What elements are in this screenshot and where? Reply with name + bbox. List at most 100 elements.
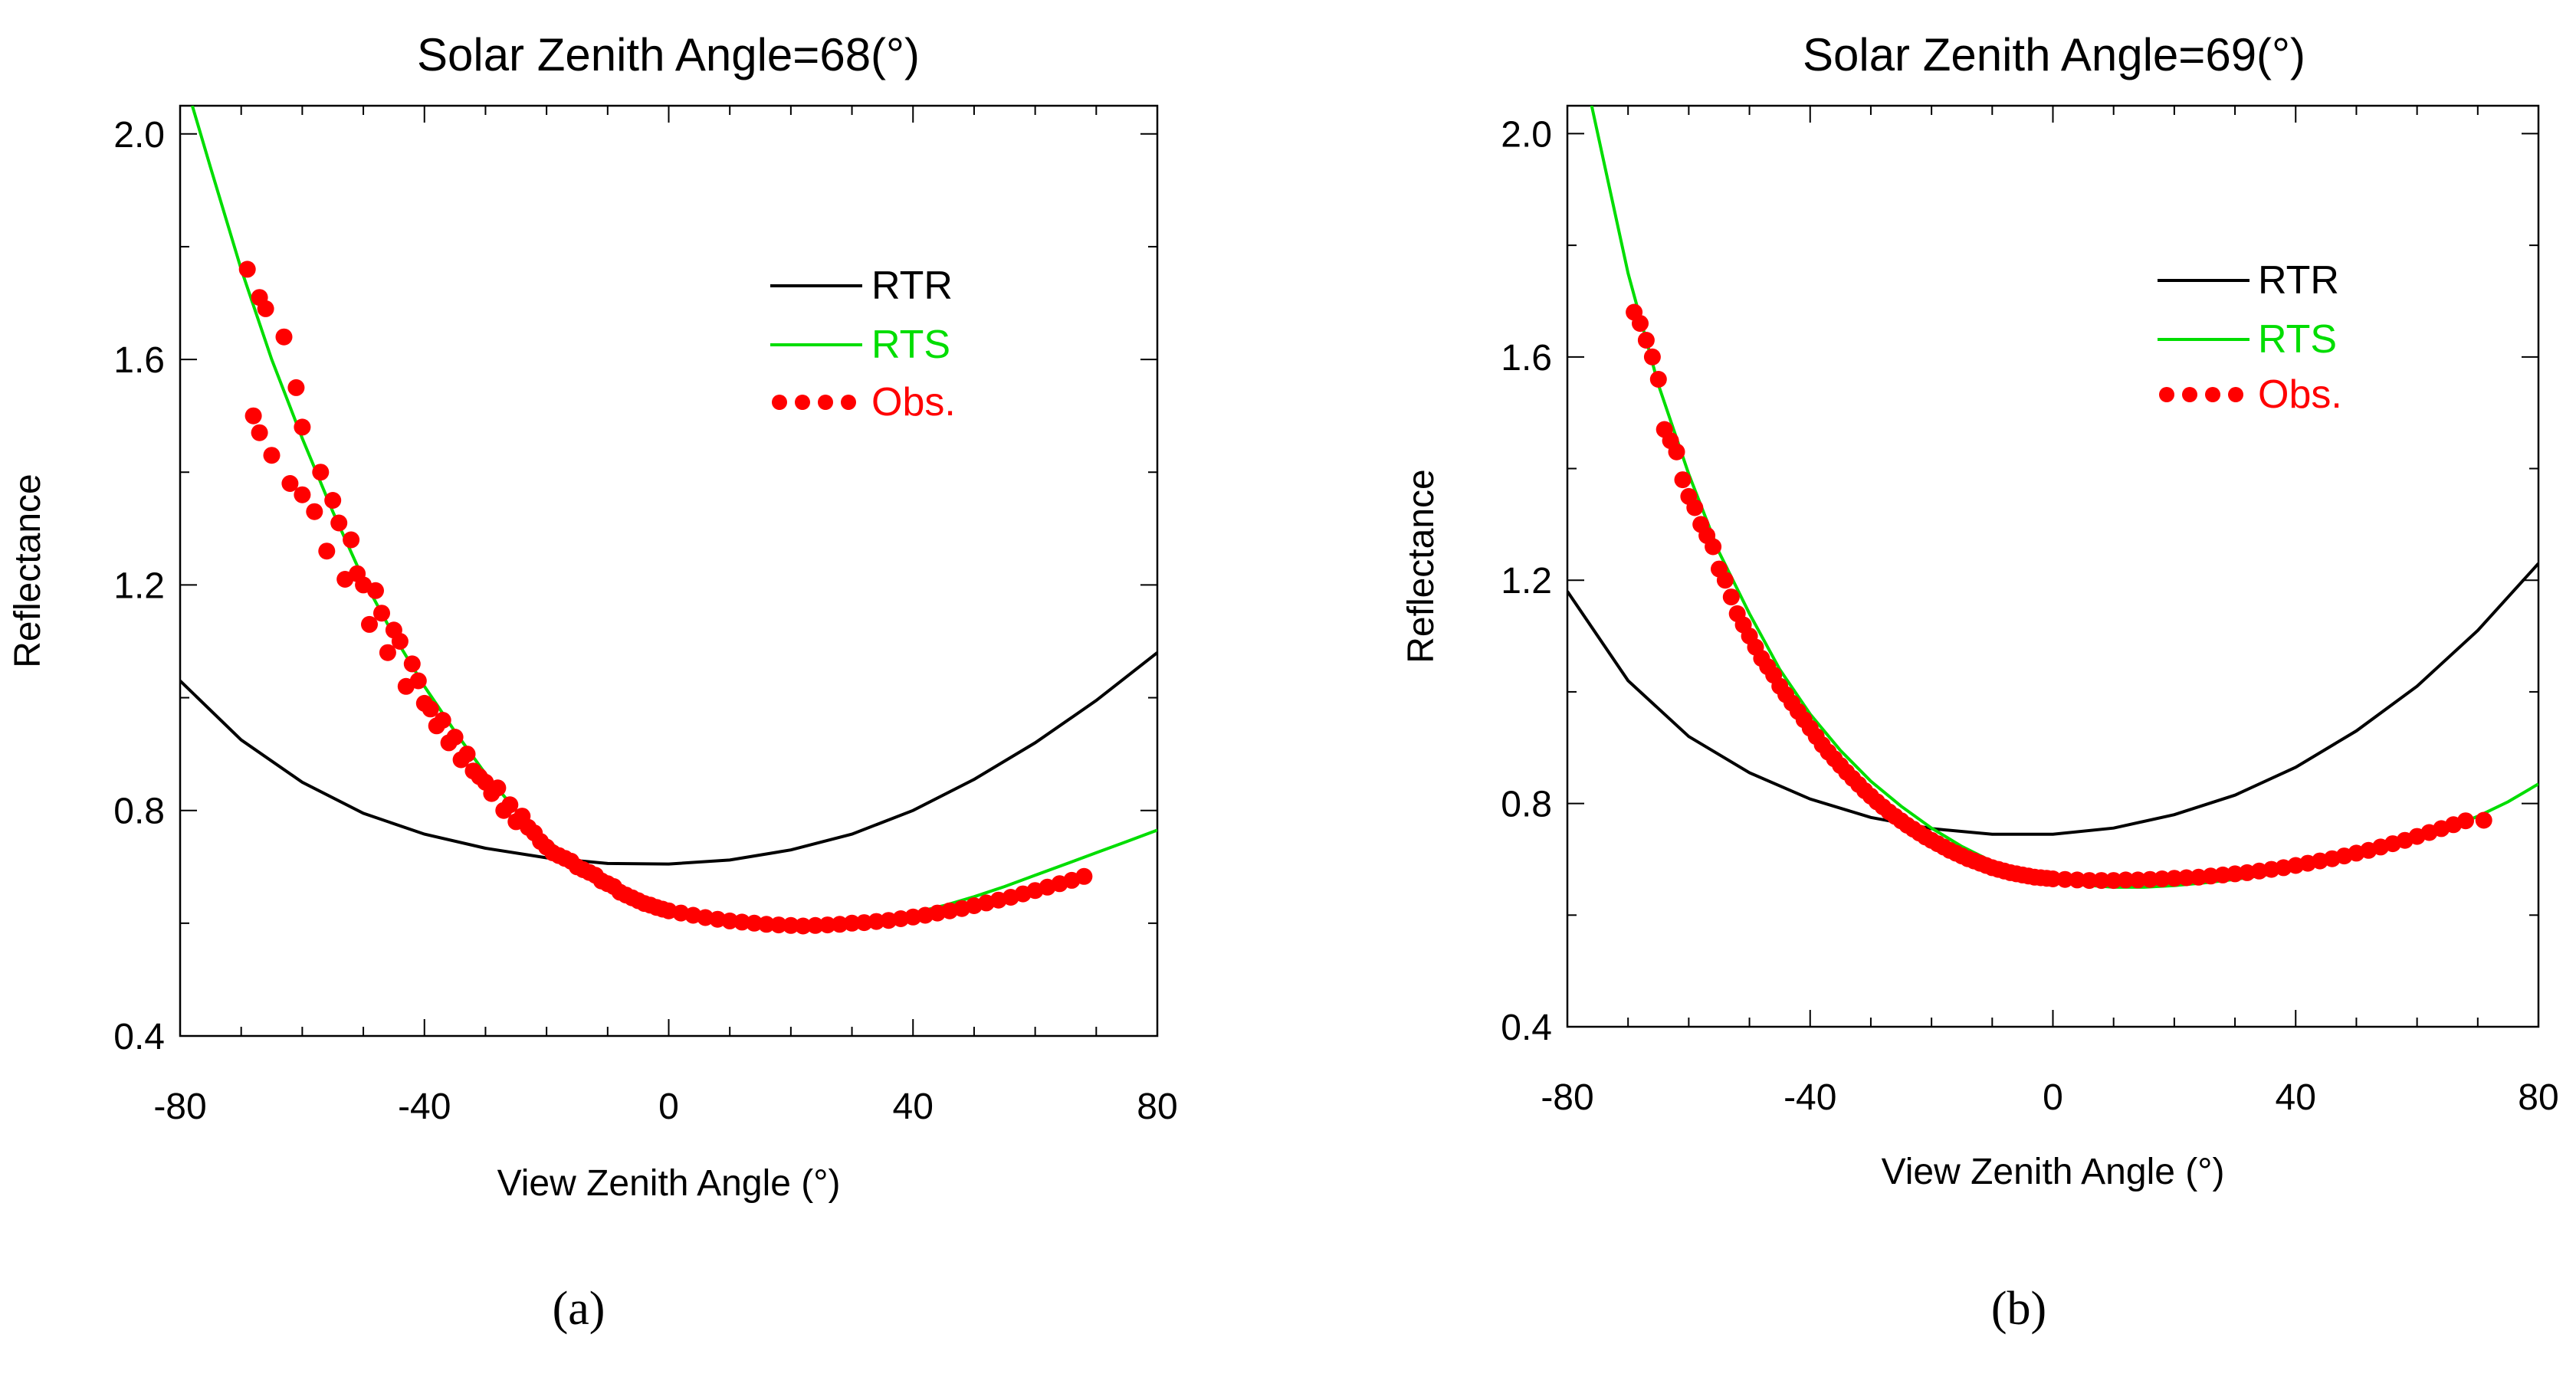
- obs-point: [287, 379, 305, 396]
- obs-point: [422, 700, 439, 718]
- panel-caption: (b): [1991, 1283, 2046, 1335]
- legend-swatch-dot: [841, 395, 856, 410]
- obs-point: [2044, 870, 2062, 887]
- obs-point: [2154, 870, 2171, 887]
- legend-swatch-dot: [818, 395, 833, 410]
- legend: RTR RTS Obs.: [2158, 258, 2342, 417]
- obs-point: [770, 916, 787, 934]
- obs-point: [1668, 443, 1685, 461]
- y-tick-label: 0.8: [113, 792, 165, 832]
- chart-title: Solar Zenith Angle=69(°): [1803, 29, 2305, 80]
- obs-point: [403, 655, 421, 673]
- obs-point: [275, 328, 293, 346]
- x-axis-title: View Zenith Angle (°): [1882, 1152, 2225, 1192]
- obs-point: [343, 531, 360, 549]
- y-tick-label: 0.8: [1501, 785, 1552, 825]
- legend-swatch-dot: [2182, 387, 2197, 402]
- y-tick-label: 0.4: [113, 1017, 165, 1057]
- y-tick-label: 1.2: [1501, 561, 1552, 601]
- obs-point: [330, 514, 348, 532]
- obs-point: [733, 913, 751, 931]
- obs-point: [2165, 870, 2183, 887]
- obs-point: [721, 912, 739, 929]
- x-tick-label: -80: [153, 1087, 206, 1127]
- x-tick-label: -40: [398, 1087, 451, 1127]
- obs-point: [312, 464, 330, 481]
- obs-point: [843, 914, 861, 932]
- legend: RTR RTS Obs.: [770, 264, 956, 424]
- y-tick-label: 1.6: [1501, 338, 1552, 379]
- obs-point: [361, 615, 378, 633]
- obs-point: [306, 503, 323, 520]
- obs-point: [868, 913, 885, 930]
- obs-point: [1722, 588, 1740, 606]
- obs-point: [324, 492, 342, 509]
- legend-swatch-dot: [2159, 387, 2174, 402]
- obs-point: [1637, 332, 1655, 349]
- obs-point: [1674, 471, 1692, 489]
- y-tick-label: 1.2: [113, 565, 165, 606]
- chart-panel-b: Solar Zenith Angle=69(°) -80 -40 0 40 80 0.4 0.…: [1401, 29, 2559, 1335]
- obs-point: [2202, 867, 2220, 885]
- x-tick-label: -40: [1784, 1077, 1836, 1118]
- obs-point: [746, 914, 763, 932]
- obs-point: [2190, 868, 2207, 886]
- obs-point: [697, 909, 714, 926]
- chart-title: Solar Zenith Angle=68(°): [417, 29, 920, 80]
- obs-point: [501, 796, 519, 814]
- obs-point: [373, 605, 390, 622]
- obs-point: [2117, 871, 2135, 889]
- obs-point: [1705, 538, 1722, 556]
- obs-point: [257, 300, 274, 317]
- plot-area: [180, 106, 1157, 935]
- obs-point: [831, 916, 848, 933]
- y-tick-label: 0.4: [1501, 1008, 1552, 1048]
- obs-point: [294, 418, 311, 436]
- y-tick-label: 1.6: [113, 340, 165, 381]
- legend-label: Obs.: [2258, 372, 2342, 417]
- obs-point: [1075, 867, 1093, 885]
- obs-point: [782, 916, 799, 934]
- obs-point: [244, 407, 262, 424]
- obs-point: [794, 917, 812, 935]
- obs-point: [758, 916, 775, 933]
- x-tick-label: 80: [2518, 1077, 2558, 1118]
- x-axis-title: View Zenith Angle (°): [497, 1163, 841, 1204]
- obs-point: [2069, 871, 2086, 889]
- panel-caption: (a): [553, 1283, 605, 1335]
- x-tick-label: -80: [1541, 1077, 1593, 1118]
- obs-point: [2177, 869, 2195, 887]
- obs-point: [1643, 348, 1661, 365]
- obs-point: [489, 779, 507, 797]
- legend-swatch-dot: [2205, 387, 2220, 402]
- obs-point: [1632, 315, 1649, 333]
- x-tick-label: 0: [2043, 1077, 2063, 1118]
- legend-label: RTR: [2258, 258, 2339, 303]
- plot-area: [1567, 106, 2538, 890]
- obs-point: [294, 486, 311, 503]
- obs-point: [379, 644, 396, 661]
- legend-swatch-dot: [795, 395, 810, 410]
- obs-point: [2129, 871, 2147, 889]
- legend-swatch-dot: [2228, 387, 2243, 402]
- obs-point: [1716, 572, 1734, 589]
- series-line-rtr: [180, 651, 1157, 866]
- obs-point: [434, 712, 451, 729]
- obs-point: [318, 542, 336, 560]
- obs-point: [2105, 872, 2122, 890]
- obs-point: [819, 916, 836, 934]
- obs-point: [2092, 872, 2110, 890]
- obs-point: [2141, 870, 2159, 888]
- obs-point: [2214, 866, 2232, 883]
- obs-point: [855, 914, 873, 932]
- legend-label: RTR: [871, 264, 953, 308]
- obs-point: [446, 729, 464, 746]
- series-line-rtr: [1567, 562, 2538, 836]
- obs-point: [238, 261, 256, 278]
- obs-point: [2227, 865, 2244, 883]
- obs-point: [391, 633, 409, 650]
- obs-point: [281, 475, 299, 492]
- y-tick-label: 2.0: [113, 115, 165, 156]
- y-axis-title: Reflectance: [8, 474, 48, 667]
